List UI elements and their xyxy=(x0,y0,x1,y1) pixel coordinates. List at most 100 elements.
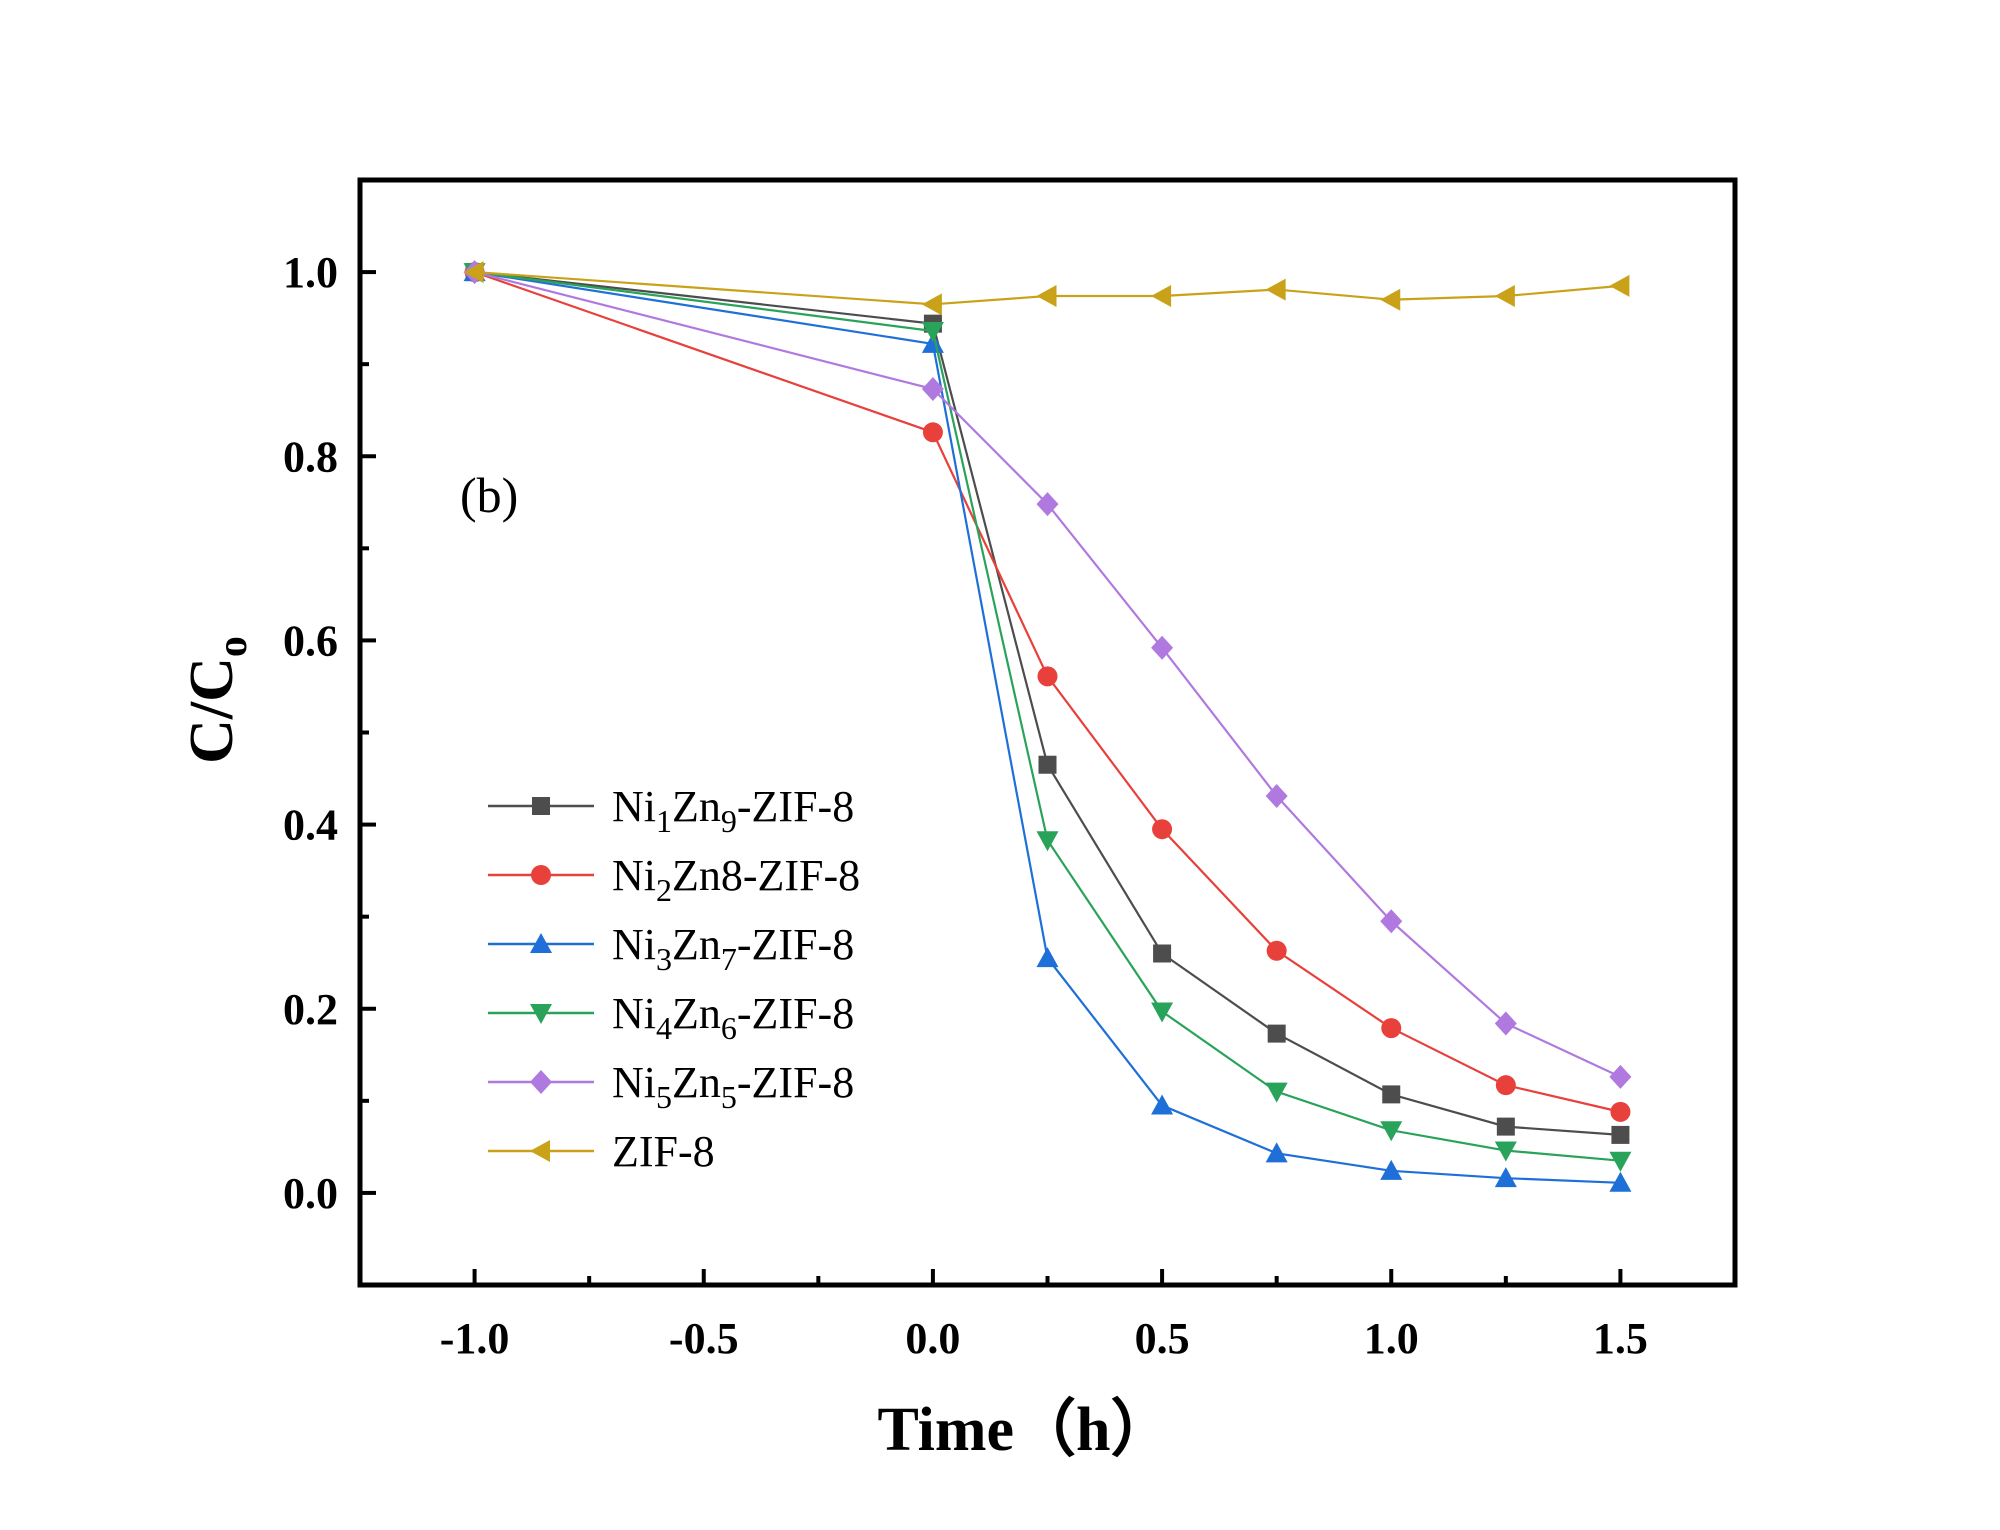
data-point xyxy=(1151,1002,1174,1023)
legend-label: ZIF-8 xyxy=(612,1127,715,1176)
data-point xyxy=(1609,1151,1632,1172)
y-axis-title: C/Co xyxy=(178,636,256,764)
data-point xyxy=(1266,940,1287,961)
y-tick-label: 0.2 xyxy=(283,985,338,1034)
data-point xyxy=(1609,274,1630,297)
data-point xyxy=(1494,1011,1517,1036)
series-5 xyxy=(463,260,1632,1089)
data-point xyxy=(1494,285,1515,308)
legend-label-part: Zn8-ZIF-8 xyxy=(672,851,860,900)
legend-label-part: Zn xyxy=(672,920,721,969)
data-point xyxy=(1380,1121,1403,1142)
data-point xyxy=(1265,784,1288,809)
series-line xyxy=(474,270,1621,1184)
legend-item: Ni5Zn5-ZIF-8 xyxy=(488,1058,854,1115)
data-point xyxy=(1152,819,1173,840)
legend-swatch-marker xyxy=(532,797,550,815)
data-point xyxy=(1038,755,1057,774)
x-tick-label: 1.5 xyxy=(1593,1314,1648,1363)
axes-layer: -1.0 -0.5 0.0 0.5 1.0 1.5 0.0 0.2 0.4 0.6 0.8 1.0 xyxy=(283,177,1738,1363)
data-point xyxy=(1036,947,1059,968)
data-point xyxy=(921,293,942,316)
legend-item: ZIF-8 xyxy=(488,1127,715,1176)
legend-swatch-marker xyxy=(530,1140,550,1162)
data-point xyxy=(922,422,943,443)
legend-label-subscript: 2 xyxy=(656,872,672,908)
legend-label: Ni5Zn5-ZIF-8 xyxy=(612,1058,854,1115)
data-point xyxy=(1609,1171,1632,1192)
legend-label: Ni2Zn8-ZIF-8 xyxy=(612,851,860,908)
data-point xyxy=(1609,1064,1632,1089)
legend-label-subscript: 9 xyxy=(721,803,737,839)
data-point xyxy=(1036,285,1057,308)
data-point xyxy=(1151,285,1172,308)
data-point xyxy=(1036,492,1059,517)
y-tick-label: 0.4 xyxy=(283,801,338,850)
x-tick-label: -0.5 xyxy=(669,1314,739,1363)
data-point xyxy=(1495,1075,1516,1096)
y-axis-title-main: C/C xyxy=(178,657,246,764)
legend-label-subscript: 6 xyxy=(721,1010,737,1046)
legend-label-part: -ZIF-8 xyxy=(737,989,854,1038)
x-tick-label: 1.0 xyxy=(1364,1314,1419,1363)
legend-label-subscript: 1 xyxy=(656,803,672,839)
legend-swatch-marker xyxy=(530,933,552,953)
x-axis-title: Time（h） xyxy=(877,1394,1172,1464)
legend-label-part: Zn xyxy=(672,989,721,1038)
data-point xyxy=(921,377,944,402)
legend-swatch-marker xyxy=(530,1070,552,1094)
legend-label-part: -ZIF-8 xyxy=(737,782,854,831)
legend-swatch-marker xyxy=(530,1004,552,1024)
legend-label-part: -ZIF-8 xyxy=(737,1058,854,1107)
data-point xyxy=(1265,1082,1288,1103)
data-point xyxy=(1381,1018,1402,1039)
data-point xyxy=(1265,1142,1288,1163)
data-point xyxy=(463,261,484,284)
legend-label-part: ZIF-8 xyxy=(612,1127,715,1176)
data-point xyxy=(921,332,944,353)
data-point xyxy=(1494,1141,1517,1162)
legend-label-subscript: 5 xyxy=(656,1079,672,1115)
legend-label-part: Zn xyxy=(672,782,721,831)
legend-item: Ni1Zn9-ZIF-8 xyxy=(488,782,854,839)
legend-label-part: Ni xyxy=(612,920,656,969)
x-tick-label: 0.5 xyxy=(1135,1314,1190,1363)
series-layer xyxy=(463,260,1632,1192)
series-6 xyxy=(463,261,1630,316)
data-point xyxy=(1611,1125,1630,1144)
data-point xyxy=(1380,288,1401,311)
legend-label-subscript: 4 xyxy=(656,1010,672,1046)
data-point xyxy=(1151,635,1174,660)
y-tick-label: 0.8 xyxy=(283,432,338,481)
data-point xyxy=(1037,666,1058,687)
series-1 xyxy=(465,263,1630,1144)
legend-item: Ni2Zn8-ZIF-8 xyxy=(488,851,860,908)
data-point xyxy=(1380,909,1403,934)
data-point xyxy=(1496,1117,1515,1136)
data-point xyxy=(1267,1024,1286,1043)
y-tick-label: 0.0 xyxy=(283,1169,338,1218)
series-line xyxy=(474,270,1621,306)
series-line xyxy=(474,270,1621,1162)
data-point xyxy=(1610,1101,1631,1122)
data-point xyxy=(1153,944,1172,963)
legend-label-part: -ZIF-8 xyxy=(737,920,854,969)
data-point xyxy=(1380,1159,1403,1180)
legend-swatch-marker xyxy=(531,865,551,885)
y-tick-label: 1.0 xyxy=(283,248,338,297)
legend-label-part: Ni xyxy=(612,851,656,900)
legend-label: Ni3Zn7-ZIF-8 xyxy=(612,920,854,977)
series-line xyxy=(474,271,1621,1113)
legend-item: Ni3Zn7-ZIF-8 xyxy=(488,920,854,977)
panel-label: (b) xyxy=(460,467,518,523)
data-point xyxy=(1265,278,1286,301)
legend-label-part: Ni xyxy=(612,989,656,1038)
legend-label: Ni1Zn9-ZIF-8 xyxy=(612,782,854,839)
legend-label-part: Ni xyxy=(612,1058,656,1107)
data-point xyxy=(1382,1085,1401,1104)
legend-label-part: Zn xyxy=(672,1058,721,1107)
x-tick-label: 0.0 xyxy=(905,1314,960,1363)
legend-label-subscript: 3 xyxy=(656,941,672,977)
